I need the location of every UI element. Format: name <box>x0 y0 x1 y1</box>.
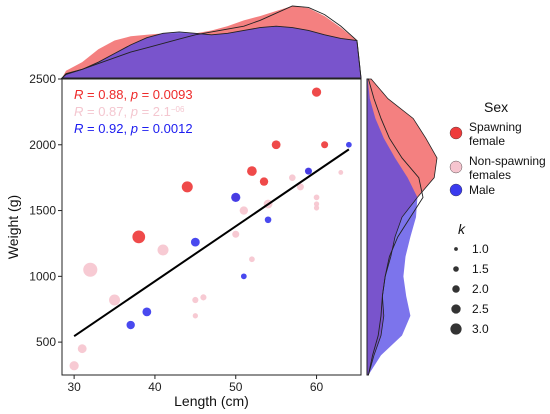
data-point <box>232 230 240 238</box>
data-point <box>338 169 344 175</box>
data-point <box>313 205 320 211</box>
data-point <box>69 361 79 371</box>
stat-annotation: R = 0.87, p = 2.1−06 <box>74 104 185 119</box>
top-density-outline <box>60 5 362 79</box>
y-tick-label: 2000 <box>29 138 56 152</box>
data-point <box>296 183 304 191</box>
data-point <box>142 307 152 317</box>
x-axis-label: Length (cm) <box>174 393 249 409</box>
legend-size-label: 2.0 <box>472 282 489 296</box>
legend-size-swatch <box>454 247 458 251</box>
data-point <box>132 230 146 244</box>
legend-label: Non-spawning females <box>469 154 546 182</box>
legend-size-swatch <box>450 323 462 335</box>
legend: Sex Spawning female Non-spawning femalesMale… <box>449 99 546 336</box>
x-tick-label: 60 <box>310 380 324 394</box>
legend-size-swatch <box>452 285 460 293</box>
data-point <box>231 192 241 203</box>
y-tick-label: 2500 <box>29 72 56 86</box>
data-point <box>239 206 249 215</box>
legend-size-swatch <box>453 266 459 272</box>
legend-label: Spawning female <box>469 120 522 148</box>
top-density <box>60 5 362 79</box>
legend-size-label: 3.0 <box>472 322 489 336</box>
right-density <box>366 78 438 376</box>
data-point <box>304 167 312 175</box>
data-point <box>192 313 198 319</box>
data-point <box>126 320 135 330</box>
legend-size-swatch <box>451 304 461 314</box>
data-point <box>192 296 199 304</box>
legend-size-label: 1.0 <box>472 242 489 256</box>
y-axis-label: Weight (g) <box>5 195 21 259</box>
legend-swatch <box>449 183 463 197</box>
legend-label: Male <box>469 183 495 197</box>
top-density-male <box>62 26 361 78</box>
data-point <box>264 216 272 224</box>
legend-swatch <box>449 126 463 140</box>
data-point <box>157 244 169 256</box>
data-point <box>313 194 320 201</box>
right-density-outline-female <box>366 78 438 376</box>
axis-ticks: 30 40 50 60 500 1000 1500 2000 2500 <box>29 72 323 394</box>
right-density-outline <box>366 78 424 376</box>
legend-size-label: 2.5 <box>472 302 489 316</box>
x-tick-label: 30 <box>67 380 81 394</box>
data-point <box>83 262 98 277</box>
legend-title: Sex <box>484 99 508 115</box>
top-density-outline-male <box>60 25 362 79</box>
legend-size-label: 1.5 <box>472 262 489 276</box>
data-point <box>259 177 269 186</box>
legend-swatch <box>449 160 463 174</box>
data-point <box>109 294 121 306</box>
x-tick-label: 50 <box>229 380 243 394</box>
data-point <box>240 273 247 280</box>
right-density-male <box>367 79 418 375</box>
regression-line <box>73 148 350 338</box>
stat-annotation: R = 0.88, p = 0.0093 <box>74 87 193 102</box>
y-tick-label: 1500 <box>29 204 56 218</box>
y-tick-label: 1000 <box>29 269 56 283</box>
data-point <box>181 181 193 193</box>
data-point <box>311 87 322 97</box>
data-point <box>247 166 257 176</box>
data-point <box>77 344 87 354</box>
data-point <box>321 141 329 149</box>
data-point <box>271 140 281 150</box>
plot-frame <box>61 78 362 376</box>
data-point <box>190 237 200 247</box>
data-point <box>249 256 255 263</box>
data-point <box>313 201 320 207</box>
stats-annotations: R = 0.88, p = 0.0093 R = 0.87, p = 2.1−06… <box>74 87 193 136</box>
x-tick-label: 40 <box>148 380 162 394</box>
data-point <box>289 174 296 181</box>
data-point <box>346 141 352 148</box>
legend-k-title: k <box>458 221 466 237</box>
stat-annotation: R = 0.92, p = 0.0012 <box>74 121 193 136</box>
data-point <box>200 294 207 301</box>
y-tick-label: 500 <box>36 335 56 349</box>
